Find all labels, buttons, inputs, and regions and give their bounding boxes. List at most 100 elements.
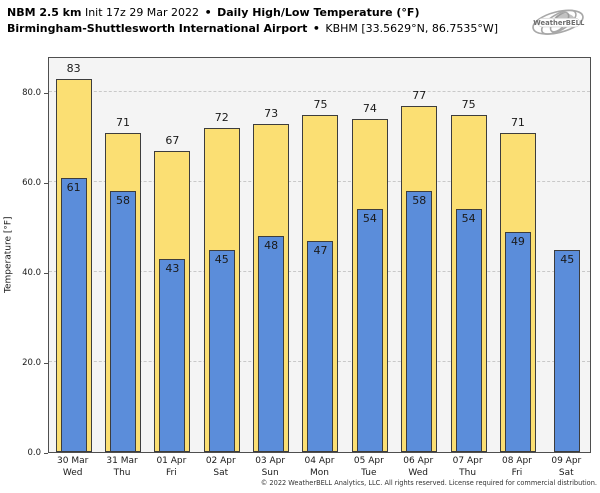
y-tick-label: 20.0 [22,358,41,368]
x-tick-label: 09 Apr Sat [542,455,591,479]
high-value-label: 75 [313,97,328,111]
x-tick-label: 06 Apr Wed [394,455,443,479]
x-tick-day: Sun [261,468,279,478]
x-tick-label: 30 Mar Wed [48,455,97,479]
gridline-80 [49,91,590,92]
y-tick-label: 40.0 [22,268,41,278]
high-value-label: 73 [264,106,279,120]
low-bar [455,209,482,452]
x-tick-label: 04 Apr Mon [295,455,344,479]
high-value-label: 67 [165,133,180,147]
chart-title-line-2: Birmingham-Shuttlesworth International A… [7,21,498,37]
separator-dot: • [312,21,320,35]
y-tick-mark [44,363,48,364]
x-tick-date: 08 Apr [502,456,532,466]
low-bar [208,249,235,452]
y-tick-mark [44,93,48,94]
high-value-label: 72 [214,111,229,124]
init-time: Init 17z 29 Mar 2022 [84,6,200,19]
x-tick-date: 30 Mar [57,456,89,466]
y-tick-60: 60.0 [0,178,48,188]
low-value-label: 54 [461,212,476,225]
low-bar [159,258,186,452]
x-tick-label: 05 Apr Tue [344,455,393,479]
x-tick-label: 07 Apr Thu [443,455,492,479]
low-value-label: 61 [66,180,81,194]
bar-slot-07-apr: 75 54 [444,58,493,452]
low-bar [504,231,531,452]
model-name: NBM 2.5 km [7,6,82,19]
y-tick-label: 80.0 [22,88,41,98]
y-tick-0: 0.0 [0,448,48,458]
bar-slot-08-apr: 71 49 [493,58,542,452]
x-tick-date: 03 Apr [255,456,286,466]
x-tick-day: Fri [166,468,177,478]
bar-slot-05-apr: 74 54 [345,58,394,452]
low-value-label: 43 [165,261,180,275]
x-tick-day: Thu [459,468,477,478]
x-tick-label: 31 Mar Thu [97,455,146,479]
station-id: KBHM [33.5629°N, 86.7535°W] [325,21,499,35]
x-tick-date: 07 Apr [452,456,483,466]
chart-header: NBM 2.5 km Init 17z 29 Mar 2022 • Daily … [7,5,498,36]
y-tick-mark [44,183,48,184]
x-tick-day: Sat [558,468,574,478]
high-value-label: 74 [362,102,377,115]
x-tick-day: Wed [62,468,83,478]
x-tick-day: Thu [113,468,131,478]
high-value-label: 83 [66,61,81,75]
x-tick-label: 02 Apr Sat [196,455,245,479]
y-axis: 0.0 20.0 40.0 60.0 80.0 [0,57,48,458]
x-tick-date: 09 Apr [551,456,582,466]
x-tick-label: 01 Apr Fri [147,455,196,479]
low-value-label: 45 [214,252,229,266]
copyright-notice: © 2022 WeatherBELL Analytics, LLC. All r… [260,479,597,487]
low-value-label: 47 [313,243,328,257]
y-tick-40: 40.0 [0,268,48,278]
high-value-label: 77 [412,88,427,102]
x-tick-label: 03 Apr Sun [245,455,294,479]
high-value-label: 71 [116,115,131,129]
separator-dot: • [204,6,212,19]
x-tick-date: 04 Apr [304,456,335,466]
x-tick-day: Fri [511,468,523,478]
plot-area: 83 61 71 58 67 43 72 45 73 48 75 47 74 54 77 58 75 54 71 49… [48,57,591,453]
high-value-label: 71 [510,115,525,129]
x-tick-date: 02 Apr [205,456,236,466]
bar-slot-30-mar: 83 61 [49,58,98,452]
y-tick-label: 0.0 [27,448,41,458]
low-value-label: 58 [412,194,427,207]
x-tick-day: Wed [408,468,429,478]
x-tick-day: Mon [310,468,329,478]
y-tick-20: 20.0 [0,358,48,368]
low-bar [60,177,87,452]
low-bar [110,191,137,452]
product-name: Daily High/Low Temperature (°F) [217,6,420,19]
x-tick-date: 06 Apr [403,456,434,466]
y-tick-80: 80.0 [0,88,48,98]
x-tick-date: 01 Apr [156,456,187,466]
y-tick-mark [44,453,48,454]
low-value-label: 54 [362,212,377,225]
low-bar [406,191,433,452]
x-axis: 30 Mar Wed 31 Mar Thu 01 Apr Fri 02 Apr Sat 03 A… [48,455,591,481]
low-value-label: 48 [264,239,279,252]
bar-slot-02-apr: 72 45 [197,58,246,452]
bar-slot-04-apr: 75 47 [296,58,345,452]
low-value-label: 49 [510,234,525,248]
bar-slot-06-apr: 77 58 [395,58,444,452]
weatherbell-logo-icon: WeatherBELL [532,9,585,35]
low-bar [356,209,383,452]
bar-slot-31-mar: 71 58 [98,58,147,452]
high-value-label: 75 [461,97,476,111]
x-tick-date: 05 Apr [353,456,384,466]
x-tick-day: Sat [213,468,229,478]
bar-slot-03-apr: 73 48 [246,58,295,452]
x-tick-label: 08 Apr Fri [492,455,541,479]
x-tick-day: Tue [361,468,377,478]
low-bar [307,240,334,452]
bar-slot-01-apr: 67 43 [148,58,197,452]
x-tick-date: 31 Mar [106,456,138,466]
chart-title-line-1: NBM 2.5 km Init 17z 29 Mar 2022 • Daily … [7,5,498,21]
